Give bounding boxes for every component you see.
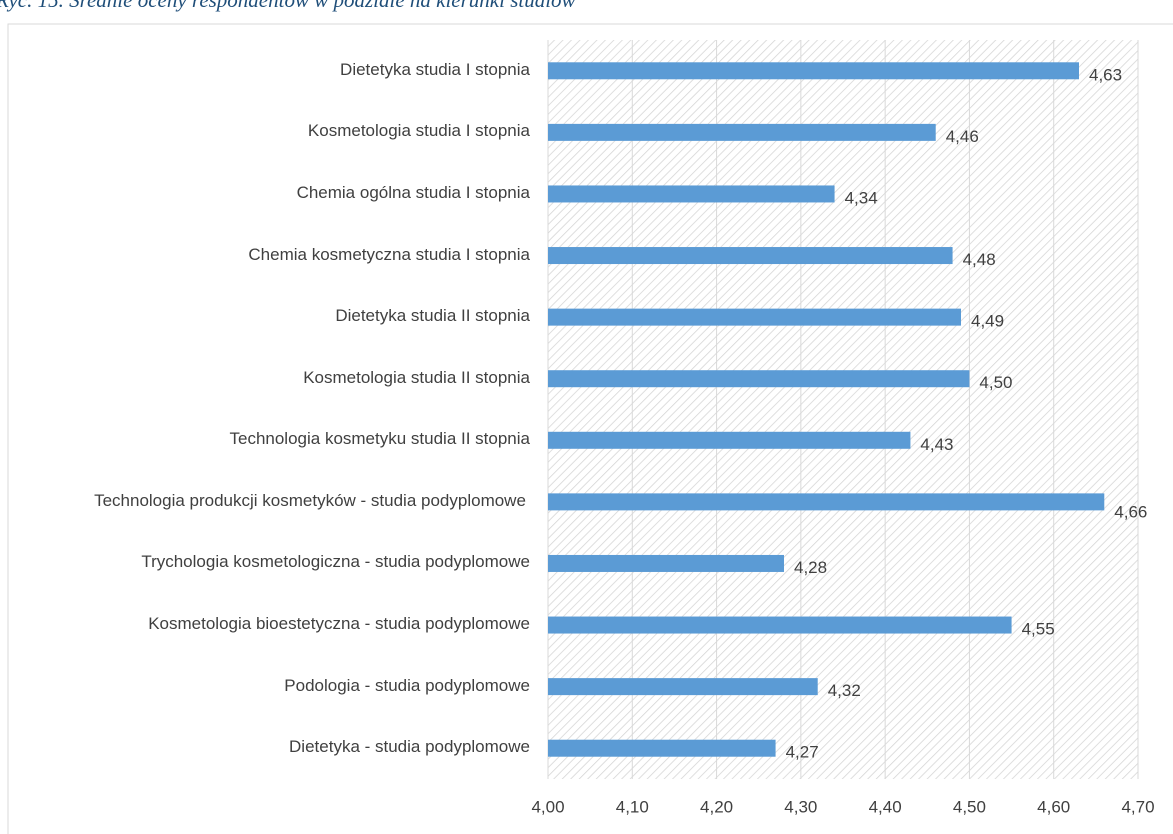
y-tick-label: Kosmetologia bioestetyczna - studia pody… [148, 614, 530, 634]
bar [548, 493, 1105, 511]
x-tick-label: 4,50 [953, 797, 986, 816]
plot-area [548, 40, 1138, 779]
y-tick-label: Technologia produkcji kosmetyków - studi… [94, 490, 526, 510]
bar [548, 185, 835, 203]
bar [548, 678, 818, 696]
value-label: 4,27 [786, 743, 819, 762]
value-label: 4,34 [845, 188, 878, 207]
bar [548, 739, 776, 757]
y-tick-label: Dietetyka studia II stopnia [335, 306, 530, 326]
value-label: 4,43 [920, 435, 953, 454]
bar [548, 123, 936, 141]
y-tick-label: Trychologia kosmetologiczna - studia pod… [141, 552, 530, 572]
x-tick-label: 4,60 [1037, 797, 1070, 816]
value-label: 4,28 [794, 558, 827, 577]
value-label: 4,50 [979, 373, 1012, 392]
value-label: 4,66 [1114, 502, 1147, 521]
y-tick-label: Chemia ogólna studia I stopnia [296, 182, 530, 202]
x-tick-label: 4,00 [531, 797, 564, 816]
bar [548, 431, 911, 449]
value-label: 4,49 [971, 312, 1004, 331]
value-label: 4,63 [1089, 65, 1122, 84]
y-tick-label: Kosmetologia studia I stopnia [307, 121, 530, 141]
chart-border [7, 23, 1173, 834]
y-tick-label: Dietetyka - studia podyplomowe [289, 737, 530, 757]
chart-title: Ryc. 15. Średnie oceny respondentów w po… [0, 0, 576, 12]
x-tick-label: 4,10 [616, 797, 649, 816]
bar [548, 616, 1012, 634]
x-tick-label: 4,20 [700, 797, 733, 816]
y-tick-label: Podologia - studia podyplomowe [284, 675, 530, 695]
bar [548, 247, 953, 265]
y-tick-label: Chemia kosmetyczna studia I stopnia [248, 244, 530, 264]
x-tick-label: 4,30 [784, 797, 817, 816]
value-label: 4,32 [828, 681, 861, 700]
y-tick-label: Dietetyka studia I stopnia [340, 59, 530, 79]
y-tick-label: Technologia kosmetyku studia II stopnia [229, 429, 530, 449]
x-tick-label: 4,70 [1121, 797, 1154, 816]
value-label: 4,46 [946, 127, 979, 146]
bar [548, 308, 961, 326]
bar [548, 554, 784, 572]
x-tick-label: 4,40 [869, 797, 902, 816]
bar [548, 62, 1079, 80]
bar [548, 370, 970, 388]
value-label: 4,48 [963, 250, 996, 269]
value-label: 4,55 [1022, 620, 1055, 639]
y-tick-label: Kosmetologia studia II stopnia [303, 367, 530, 387]
